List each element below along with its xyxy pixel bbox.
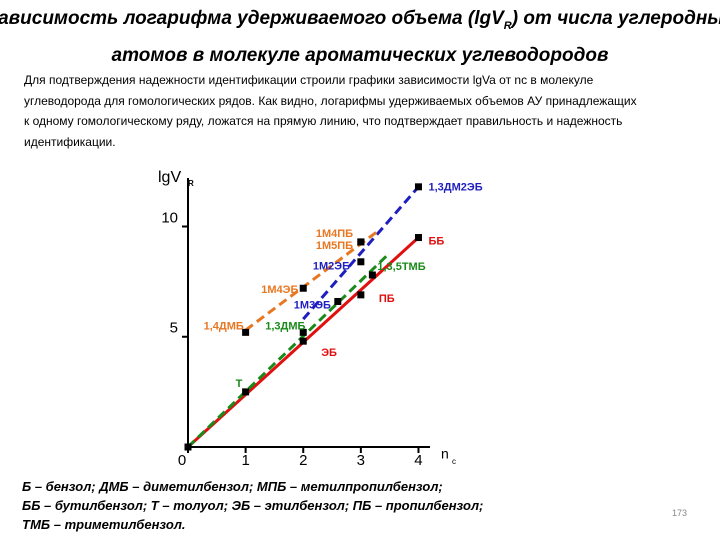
title-sub: R <box>503 19 512 32</box>
point <box>368 271 376 279</box>
point-label: 1,3ДМ2ЭБ <box>428 182 482 194</box>
title-part: Зависимость логарифма удерживаемого объе… <box>0 8 504 29</box>
point-label: ББ <box>428 235 444 247</box>
x-tick-label: 2 <box>299 452 307 469</box>
point <box>299 328 307 336</box>
title-part: ) от числа углеродных <box>511 8 720 29</box>
point-label: 1М4ПБ <box>316 228 353 240</box>
y-axis-label-sub: R <box>188 179 194 188</box>
point <box>242 328 250 336</box>
y-tick-label: 5 <box>170 320 178 337</box>
point <box>334 297 342 305</box>
y-axis-label: lgV <box>158 169 181 186</box>
x-tick-label: 0 <box>178 452 186 469</box>
title-line: атомов в молекуле ароматических углеводо… <box>111 44 609 66</box>
footnote: Б – бензол; ДМБ – диметилбензол; МПБ – м… <box>22 477 483 534</box>
point-label: 1М2ЭБ <box>313 261 350 273</box>
paragraph: Для подтверждения надежности идентификац… <box>24 73 637 149</box>
x-axis-label: n <box>441 446 449 462</box>
point-label: ЭБ <box>321 347 337 359</box>
footnote-line: ТМБ – триметилбензол. <box>22 517 186 532</box>
point <box>414 183 422 191</box>
point <box>242 388 250 396</box>
point <box>357 258 365 266</box>
point-label: ПБ <box>379 293 395 305</box>
slide-title: Зависимость логарифма удерживаемого объе… <box>0 4 720 70</box>
point-label: 1,4ДМБ <box>204 320 244 332</box>
x-tick-label: 3 <box>357 452 365 469</box>
point <box>357 238 365 246</box>
trend-line <box>302 185 420 321</box>
point-label: 1М3ЭБ <box>294 299 331 311</box>
footnote-line: Б – бензол; ДМБ – диметилбензол; МПБ – м… <box>22 479 443 494</box>
trend-line <box>244 229 380 332</box>
footnote-line: ББ – бутилбензол; Т – толуол; ЭБ – этилб… <box>22 498 484 513</box>
point-label: Т <box>236 378 243 390</box>
x-tick-label: 4 <box>414 452 422 469</box>
point-label: 1,3ДМБ <box>265 320 305 332</box>
y-tick-label: 10 <box>161 209 178 226</box>
point <box>414 234 422 242</box>
trend-line <box>186 251 391 449</box>
point <box>299 284 307 292</box>
point-label: 1М4ЭБ <box>261 284 298 296</box>
page-number: 173 <box>672 508 688 518</box>
point <box>184 443 192 451</box>
point-label: 1,3,5ТМБ <box>377 261 425 273</box>
x-axis-label-sub: c <box>452 457 456 466</box>
x-tick-label: 1 <box>241 452 249 469</box>
point-label: 1М5ПБ <box>316 240 353 252</box>
point <box>357 291 365 299</box>
point <box>299 337 307 345</box>
